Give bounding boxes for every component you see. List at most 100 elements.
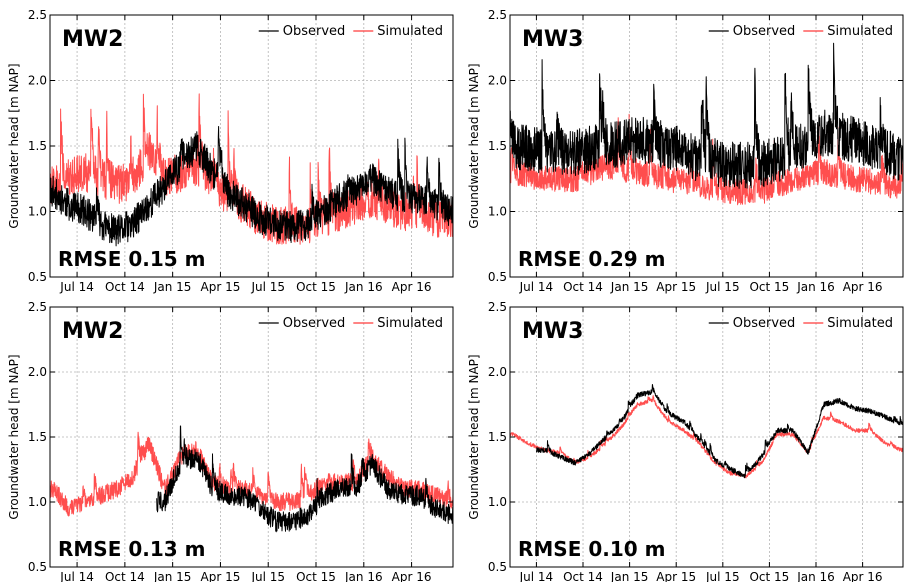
rmse-annotation: RMSE 0.15 m xyxy=(58,247,205,271)
y-axis: 0.5 1.0 1.5 2.0 2.5 xyxy=(28,300,453,574)
x-tick-label: Oct 15 xyxy=(296,570,336,582)
x-tick-label: Apr 16 xyxy=(392,570,432,582)
series-line-observed xyxy=(156,425,453,533)
x-axis: Jul 14 Oct 14 Jan 15 Apr 15 Jul 15 Oct 15 Jan … xyxy=(519,307,883,582)
y-axis: 0.5 1.0 1.5 2.0 2.5 xyxy=(28,8,453,284)
x-tick-label: Oct 15 xyxy=(749,570,789,582)
x-tick-label: Oct 15 xyxy=(296,280,336,294)
plot-area xyxy=(510,42,903,206)
rmse-annotation: RMSE 0.29 m xyxy=(518,247,665,271)
x-tick-label: Apr 15 xyxy=(201,280,241,294)
panel-label: MW2 xyxy=(62,27,123,52)
panel-label: MW2 xyxy=(62,319,123,344)
legend: Simulated Observed xyxy=(258,24,443,39)
y-tick-label: 2.5 xyxy=(28,8,47,22)
legend-label-simulated: Simulated xyxy=(377,24,443,39)
panel-label: MW3 xyxy=(522,319,583,344)
legend: Simulated Observed xyxy=(708,316,893,331)
x-tick-label: Oct 15 xyxy=(749,280,789,294)
x-tick-label: Jan 15 xyxy=(153,570,192,582)
grid xyxy=(50,307,453,567)
y-tick-label: 1.0 xyxy=(488,495,507,509)
series-line-observed xyxy=(535,384,903,479)
y-tick-label: 2.0 xyxy=(28,365,47,379)
grid xyxy=(510,307,903,567)
rmse-annotation: RMSE 0.13 m xyxy=(58,537,205,561)
y-tick-label: 2.0 xyxy=(28,74,47,88)
x-tick-label: Jan 16 xyxy=(344,280,383,294)
legend-label-observed: Observed xyxy=(283,24,346,39)
x-tick-label: Oct 14 xyxy=(105,570,145,582)
legend-label-simulated: Simulated xyxy=(377,316,443,331)
y-axis-label: Groundwater head [m NAP] xyxy=(7,63,21,228)
x-tick-label: Oct 14 xyxy=(105,280,145,294)
x-tick-label: Jul 14 xyxy=(519,570,554,582)
x-axis: Jul 14 Oct 14 Jan 15 Apr 15 Jul 15 Oct 15 Jan … xyxy=(59,307,432,582)
x-tick-label: Jul 15 xyxy=(250,570,285,582)
x-axis: Jul 14 Oct 14 Jan 15 Apr 15 Jul 15 Oct 15 Jan … xyxy=(59,15,432,294)
y-tick-label: 2.0 xyxy=(488,365,507,379)
x-axis: Jul 14 Oct 14 Jan 15 Apr 15 Jul 15 Oct 15 Jan … xyxy=(519,15,883,294)
x-tick-label: Jan 16 xyxy=(344,570,383,582)
y-tick-label: 0.5 xyxy=(28,270,47,284)
x-tick-label: Apr 16 xyxy=(843,570,883,582)
y-axis-label: Groundwater head [m NAP] xyxy=(467,63,481,228)
y-axis: 0.5 1.0 1.5 2.0 2.5 xyxy=(488,300,903,574)
legend: Simulated Observed xyxy=(708,24,893,39)
legend: Simulated Observed xyxy=(258,316,443,331)
y-tick-label: 0.5 xyxy=(28,560,47,574)
x-tick-label: Jul 14 xyxy=(519,280,554,294)
y-tick-label: 0.5 xyxy=(488,560,507,574)
panel-label: MW3 xyxy=(522,27,583,52)
series-line-observed xyxy=(510,42,903,189)
y-axis: 0.5 1.0 1.5 2.0 2.5 xyxy=(488,8,903,284)
y-tick-label: 1.0 xyxy=(28,205,47,219)
legend-label-simulated: Simulated xyxy=(827,24,893,39)
x-tick-label: Apr 15 xyxy=(656,280,696,294)
series-line-simulated xyxy=(50,431,453,517)
series-line-simulated xyxy=(510,113,903,206)
y-axis-label: Groundwater head [m NAP] xyxy=(467,354,481,519)
x-tick-label: Jan 15 xyxy=(153,280,192,294)
x-tick-label: Oct 14 xyxy=(563,280,603,294)
y-tick-label: 0.5 xyxy=(488,270,507,284)
series-line-observed xyxy=(50,126,453,247)
x-tick-label: Jul 14 xyxy=(59,570,94,582)
x-tick-label: Jul 14 xyxy=(59,280,94,294)
y-tick-label: 2.5 xyxy=(28,300,47,314)
y-tick-label: 1.5 xyxy=(28,430,47,444)
y-axis-label: Groundwater head [m NAP] xyxy=(7,354,21,519)
y-tick-label: 2.5 xyxy=(488,8,507,22)
y-tick-label: 1.0 xyxy=(28,495,47,509)
y-tick-label: 2.0 xyxy=(488,74,507,88)
x-tick-label: Jan 16 xyxy=(796,570,835,582)
x-tick-label: Apr 15 xyxy=(656,570,696,582)
x-tick-label: Jul 15 xyxy=(250,280,285,294)
y-tick-label: 1.5 xyxy=(488,430,507,444)
plot-area xyxy=(510,384,903,479)
series-line-simulated xyxy=(510,395,903,479)
x-tick-label: Jul 15 xyxy=(705,280,740,294)
y-tick-label: 2.5 xyxy=(488,300,507,314)
x-tick-label: Apr 16 xyxy=(392,280,432,294)
rmse-annotation: RMSE 0.10 m xyxy=(518,537,665,561)
x-tick-label: Oct 14 xyxy=(563,570,603,582)
x-tick-label: Jan 15 xyxy=(610,570,649,582)
legend-label-observed: Observed xyxy=(733,316,796,331)
y-tick-label: 1.0 xyxy=(488,205,507,219)
x-tick-label: Apr 15 xyxy=(201,570,241,582)
x-tick-label: Jan 15 xyxy=(610,280,649,294)
plot-area xyxy=(50,425,453,533)
x-tick-label: Jan 16 xyxy=(796,280,835,294)
plot-area xyxy=(50,93,453,247)
legend-label-simulated: Simulated xyxy=(827,316,893,331)
x-tick-label: Apr 16 xyxy=(843,280,883,294)
y-tick-label: 1.5 xyxy=(28,139,47,153)
legend-label-observed: Observed xyxy=(733,24,796,39)
x-tick-label: Jul 15 xyxy=(705,570,740,582)
